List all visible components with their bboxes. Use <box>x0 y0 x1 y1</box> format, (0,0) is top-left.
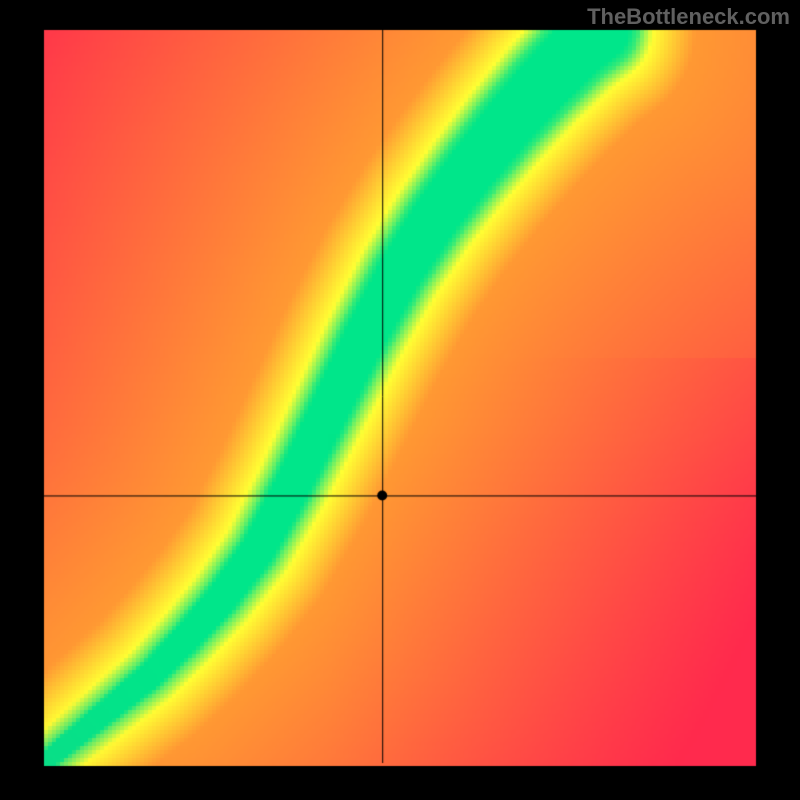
attribution-label: TheBottleneck.com <box>587 4 790 30</box>
chart-container: TheBottleneck.com <box>0 0 800 800</box>
bottleneck-heatmap <box>0 0 800 800</box>
